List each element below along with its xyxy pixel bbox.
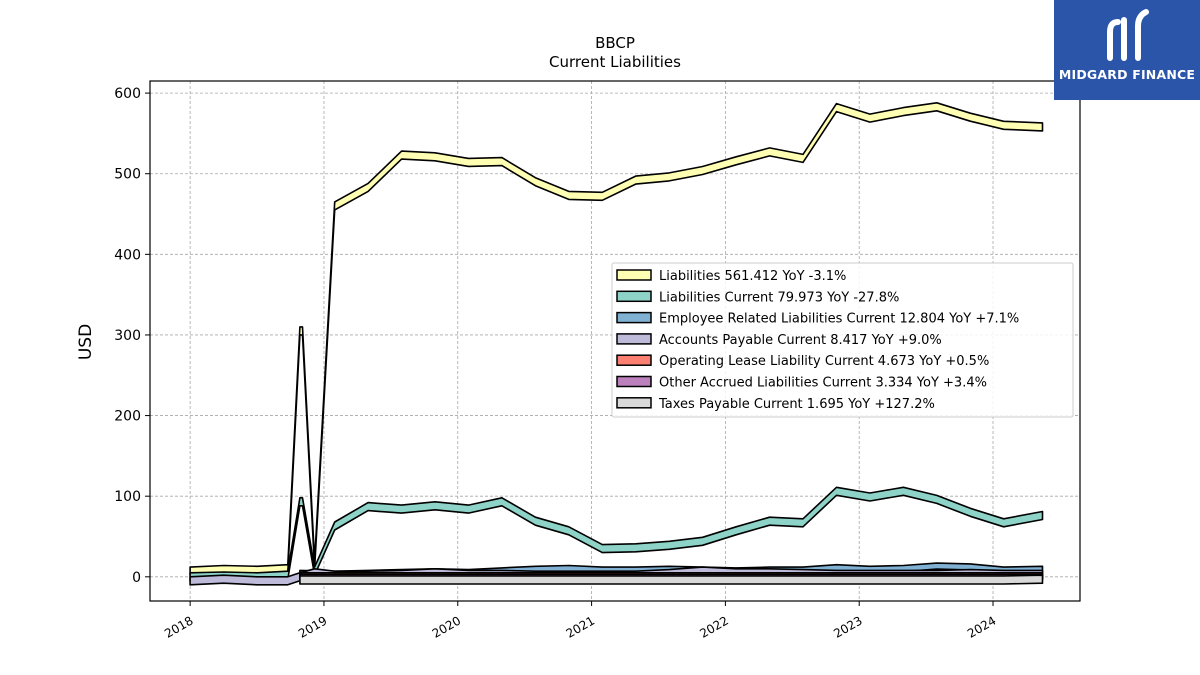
legend-box: [611, 262, 1074, 418]
chart-title: BBCP: [595, 34, 635, 52]
legend-swatch: [616, 333, 652, 345]
x-tick-label: 2020: [430, 613, 463, 640]
legend-label: Other Accrued Liabilities Current 3.334 …: [659, 376, 987, 391]
brand-logo: MIDGARD FINANCE: [1054, 0, 1200, 100]
y-tick-label: 600: [114, 86, 141, 102]
y-axis-label: USD: [76, 324, 96, 360]
x-tick-label: 2023: [831, 613, 864, 640]
legend-swatch: [616, 290, 652, 303]
series-liabilities: [189, 102, 1044, 576]
y-tick-label: 200: [114, 409, 141, 425]
chart-subtitle: Current Liabilities: [549, 53, 681, 71]
x-tick-label: 2024: [965, 613, 998, 640]
x-tick-label: 2021: [564, 613, 597, 640]
legend-swatch: [616, 311, 652, 324]
plot-frame: [149, 80, 1081, 602]
y-tick-label: 100: [114, 489, 141, 505]
x-tick-label: 2018: [162, 613, 195, 640]
legend-label: Liabilities Current 79.973 YoY -27.8%: [659, 290, 899, 305]
x-tick-label: 2019: [296, 613, 329, 640]
legend: Liabilities 561.412 YoY -3.1% Liabilities…: [611, 262, 1074, 418]
series-liabilities-current: [189, 486, 1044, 582]
y-tick-label: 300: [114, 328, 141, 344]
series-taxes-payable-current: [299, 574, 1044, 585]
legend-label: Employee Related Liabilities Current 12.…: [659, 312, 1019, 327]
legend-swatch: [616, 354, 652, 366]
legend-swatch: [616, 397, 652, 409]
y-tick-label: 0: [132, 570, 141, 586]
legend-swatch: [616, 375, 652, 388]
legend-label: Taxes Payable Current 1.695 YoY +127.2%: [658, 397, 935, 412]
axes: 0 100 200 300 400 500 600 2018 2019 2020 2021 2022 2…: [114, 80, 1081, 641]
brand-name: MIDGARD FINANCE: [1058, 67, 1196, 82]
x-tick-label: 2022: [697, 613, 730, 640]
legend-swatch: [616, 269, 652, 281]
y-tick-label: 500: [114, 167, 141, 183]
legend-label: Liabilities 561.412 YoY -3.1%: [659, 269, 846, 284]
legend-label: Accounts Payable Current 8.417 YoY +9.0%: [659, 333, 942, 348]
plot-area: [189, 102, 1044, 586]
y-tick-label: 400: [114, 247, 141, 263]
mf-monogram-icon: [1107, 9, 1149, 61]
legend-label: Operating Lease Liability Current 4.673 …: [659, 354, 989, 369]
